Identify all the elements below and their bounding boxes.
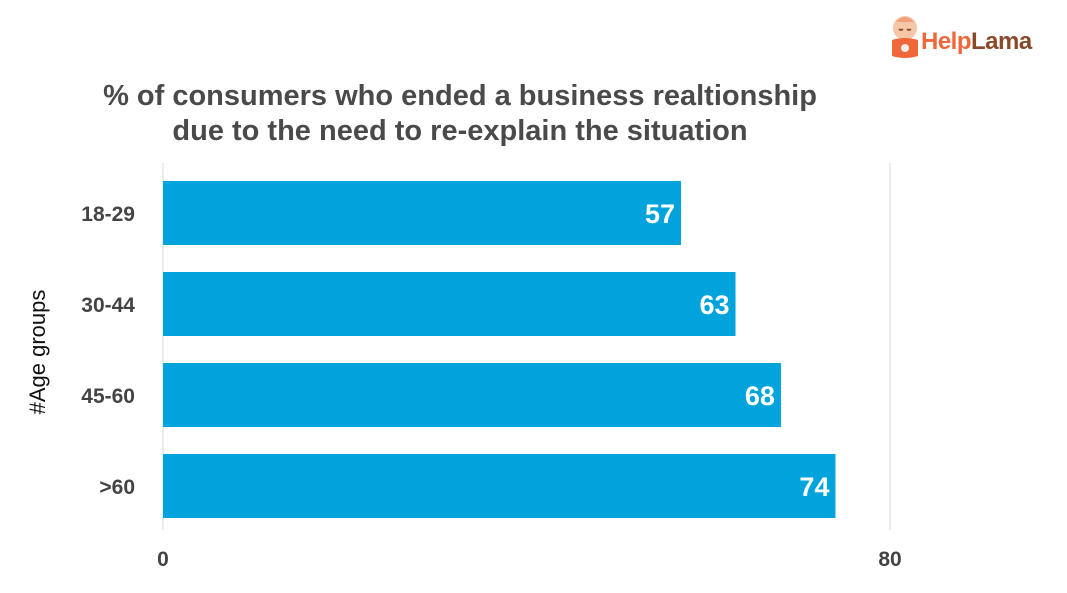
bars-layer	[163, 181, 836, 518]
labels-layer: 0 80 57 18-29 63 30-44 68 45-60 74 >60	[81, 199, 901, 571]
bar-3	[163, 454, 836, 518]
bar-2	[163, 363, 781, 427]
y-category-label-0: 18-29	[81, 203, 135, 226]
bar-value-label-1: 63	[699, 290, 729, 320]
x-tick-label-0: 0	[157, 548, 169, 571]
chart-title-line1: % of consumers who ended a business real…	[103, 80, 817, 112]
lama-mascot-icon	[892, 16, 918, 58]
x-tick-label-1: 80	[878, 548, 901, 571]
bar-0	[163, 181, 681, 245]
helplama-logo: HelpLama	[888, 12, 1058, 72]
bar-value-label-2: 68	[745, 381, 775, 411]
logo-text-lama: Lama	[971, 28, 1032, 55]
bar-value-label-0: 57	[645, 199, 675, 229]
bar-1	[163, 272, 736, 336]
y-category-label-1: 30-44	[81, 294, 135, 317]
y-category-label-3: >60	[99, 476, 135, 499]
logo-wordmark: HelpLama	[921, 28, 1032, 56]
bar-value-label-3: 74	[799, 472, 829, 502]
chart-title-line2: due to the need to re-explain the situat…	[172, 115, 748, 147]
y-category-label-2: 45-60	[81, 385, 135, 408]
logo-text-help: Help	[921, 28, 972, 55]
